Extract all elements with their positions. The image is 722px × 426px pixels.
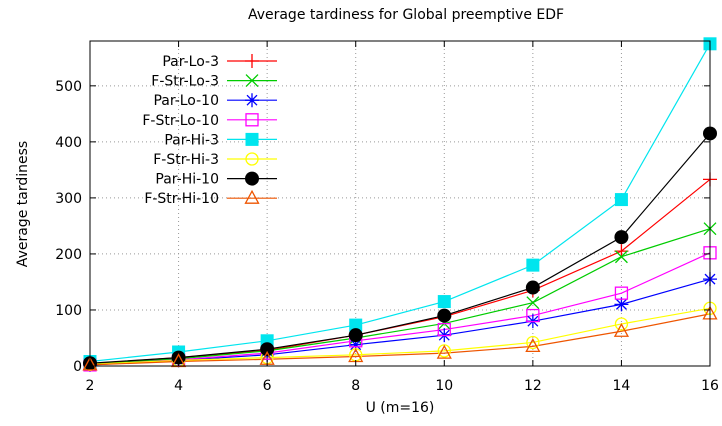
legend-label: Par-Lo-10 [153,93,219,109]
series-line-f-str-hi-3 [89,307,711,365]
series-line-par-hi-3 [89,43,711,363]
legend-item-f-str-lo-3: F-Str-Lo-3 [151,74,277,90]
data-point-par-lo-3 [614,244,629,259]
data-point-f-str-hi-10 [82,356,98,371]
legend-marker [245,54,259,68]
x-tick-labels: 2 4 6 8 10 12 14 16 [86,378,719,394]
legend-marker [245,93,259,108]
x-tick-label: 14 [613,378,631,394]
legend-item-par-hi-3: Par-Hi-3 [164,132,277,148]
y-tick-label: 0 [73,359,82,375]
x-axis-label: U (m=16) [366,400,435,416]
data-point-par-hi-3 [614,193,628,207]
series-markers [82,37,718,372]
y-tick-label: 200 [55,247,82,263]
data-point-par-lo-10 [614,297,629,312]
legend-marker [245,113,259,127]
y-tick-labels: 0 100 200 300 400 500 [55,79,82,375]
series-line-f-str-hi-10 [89,313,711,366]
legend-marker [245,74,259,88]
legend-marker [244,189,260,204]
series-lines [89,43,711,366]
data-point-f-str-lo-10 [526,308,540,323]
y-tick-label: 300 [55,191,82,207]
data-point-par-hi-10 [437,308,452,323]
data-point-f-str-hi-3 [614,317,629,331]
data-point-f-str-hi-3 [526,335,540,350]
data-point-f-str-hi-10 [170,353,187,368]
legend-label: Par-Lo-3 [162,54,219,70]
series-points-par-hi-10 [83,126,717,371]
x-tick-label: 16 [701,378,719,394]
data-point-f-str-lo-3 [614,250,628,264]
data-point-par-lo-10 [348,337,363,352]
legend-item-par-hi-10: Par-Hi-10 [155,171,277,188]
y-tick-label: 500 [55,79,82,95]
x-tick-label: 10 [435,378,453,394]
legend-item-f-str-hi-10: F-Str-Hi-10 [144,189,277,207]
data-point-f-str-hi-10 [613,322,630,337]
legend-item-f-str-hi-3: F-Str-Hi-3 [153,152,277,168]
data-point-par-hi-10 [525,280,540,295]
legend-marker [245,152,259,166]
grid [90,41,710,366]
data-point-f-str-lo-10 [614,286,629,300]
data-point-par-hi-10 [348,328,363,343]
data-point-f-str-hi-10 [436,344,452,359]
legend-label: F-Str-Lo-3 [151,74,219,90]
series-line-par-hi-10 [89,133,711,364]
data-point-par-hi-3 [526,258,540,272]
legend-label: F-Str-Lo-10 [142,113,219,129]
legend-item-par-lo-10: Par-Lo-10 [153,93,277,109]
plot-frame [89,40,711,367]
series-line-f-str-lo-3 [89,228,711,365]
x-tick-label: 8 [351,378,360,394]
y-axis-label: Average tardiness [15,141,31,267]
data-point-f-str-lo-10 [437,322,451,337]
x-tick-label: 12 [524,378,542,394]
x-tick-label: 2 [86,378,95,394]
data-point-par-hi-3 [349,318,363,332]
series-line-f-str-lo-10 [89,252,711,366]
data-point-par-hi-3 [437,295,451,309]
data-point-f-str-hi-10 [525,338,541,353]
legend: Par-Lo-3 F-Str-Lo-3 Par-Lo-10 F-Str-Lo-10 Pa… [142,54,277,207]
data-point-par-hi-10 [614,230,629,245]
legend-marker [245,132,259,146]
data-point-f-str-lo-3 [526,296,540,310]
legend-marker [245,171,259,186]
y-tick-label: 400 [55,135,82,151]
legend-label: Par-Hi-10 [155,172,219,188]
legend-label: F-Str-Hi-10 [144,191,219,207]
legend-item-f-str-lo-10: F-Str-Lo-10 [142,113,277,129]
legend-label: F-Str-Hi-3 [153,152,219,168]
axis-ticks [89,41,711,367]
legend-label: Par-Hi-3 [164,132,219,148]
legend-item-par-lo-3: Par-Lo-3 [162,54,277,70]
x-tick-label: 6 [263,378,272,394]
data-point-par-hi-10 [260,342,275,357]
x-tick-label: 4 [174,378,183,394]
y-tick-label: 100 [55,303,82,319]
chart-title: Average tardiness for Global preemptive … [248,7,564,23]
